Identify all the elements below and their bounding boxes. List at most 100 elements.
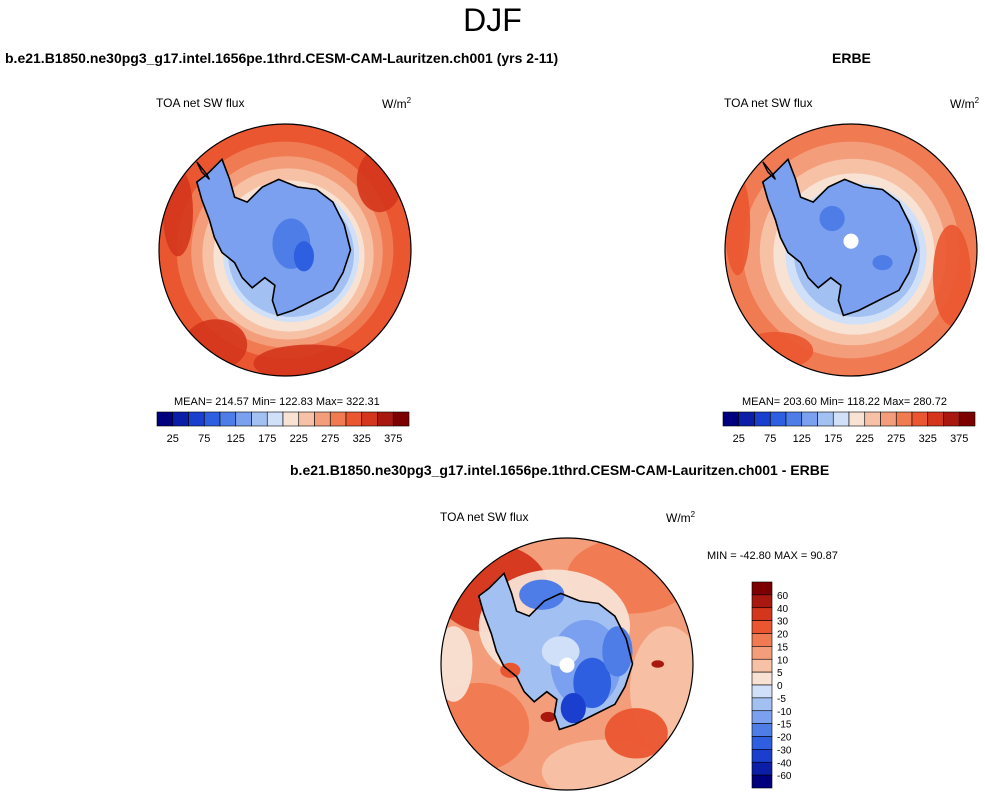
panel3-colorbar-tick-label: 0 bbox=[777, 681, 783, 692]
panel3-colorbar-bin-5 bbox=[751, 646, 773, 660]
panel1-colorbar-tick-label: 275 bbox=[321, 433, 339, 445]
panel2-colorbar-bin-4 bbox=[785, 411, 803, 427]
panel1-colorbar-bin-1 bbox=[172, 411, 189, 427]
panel2-colorbar-bin-2 bbox=[754, 411, 771, 427]
panel1-polar-map bbox=[158, 123, 412, 377]
panel3-colorbar-bin-13 bbox=[751, 749, 773, 763]
panel2-colorbar-tick-label: 325 bbox=[919, 433, 937, 445]
panel1-colorbar-tick-label: 225 bbox=[290, 433, 308, 445]
panel2-colorbar-bin-12 bbox=[911, 411, 929, 427]
panel2-polar-map bbox=[724, 123, 978, 377]
panel2-field bbox=[725, 124, 977, 376]
panel2-patch-1 bbox=[932, 224, 971, 326]
panel1-colorbar-bin-7 bbox=[266, 411, 284, 427]
diff-title: b.e21.B1850.ne30pg3_g17.intel.1656pe.1th… bbox=[290, 462, 830, 478]
panel1-colorbar-bin-13 bbox=[361, 411, 378, 427]
panel2-colorbar-bin-7 bbox=[832, 411, 850, 427]
panel1-colorbar-bin-6 bbox=[251, 411, 268, 427]
panel2-colorbar-bin-5 bbox=[801, 411, 818, 427]
panel1-patch-0 bbox=[162, 168, 194, 257]
panel2-colorbar-bin-9 bbox=[864, 411, 881, 427]
panel1-colorbar-bin-5 bbox=[235, 411, 252, 427]
panel1-colorbar-bin-12 bbox=[345, 411, 363, 427]
panel1-colorbar-tick-label: 125 bbox=[227, 433, 245, 445]
panel3-field bbox=[441, 538, 693, 790]
panel3-cold-3 bbox=[560, 692, 586, 724]
panel3-blob-7 bbox=[604, 708, 668, 759]
panel1-colorbar-tick-label: 375 bbox=[384, 433, 402, 445]
panel3-blob-4 bbox=[441, 682, 530, 772]
panel3-colorbar-tick-label: 40 bbox=[777, 604, 789, 615]
panel3-colorbar-bin-3 bbox=[751, 620, 773, 634]
panel2-colorbar-tick-label: 75 bbox=[764, 433, 776, 445]
panel2-title: ERBE bbox=[832, 50, 871, 66]
panel3-colorbar-bin-8 bbox=[751, 684, 773, 699]
panel3-cold-5 bbox=[602, 626, 633, 677]
panel2-colorbar-bin-15 bbox=[958, 411, 976, 427]
panel2-stats: MEAN= 203.60 Min= 118.22 Max= 280.72 bbox=[742, 396, 947, 408]
panel3-warm-2 bbox=[651, 660, 665, 668]
panel2-patch-0 bbox=[725, 174, 751, 276]
panel3-colorbar-tick-label: -20 bbox=[777, 733, 792, 744]
panel3-colorbar-bin-0 bbox=[751, 581, 773, 596]
page-title: DJF bbox=[463, 2, 522, 38]
panel3-colorbar-bin-9 bbox=[751, 697, 773, 712]
panel1-inner-1 bbox=[293, 241, 314, 272]
panel1-colorbar-tick-label: 175 bbox=[258, 433, 276, 445]
panel2-colorbar-bin-11 bbox=[895, 411, 913, 427]
panel2-colorbar-bin-10 bbox=[880, 411, 897, 427]
panel1-patch-1 bbox=[356, 149, 403, 213]
panel3-colorbar-bin-14 bbox=[751, 761, 773, 776]
panel3-cold-2 bbox=[573, 657, 612, 709]
panel1-colorbar-bin-8 bbox=[282, 411, 300, 427]
panel2-colorbar-tick-label: 275 bbox=[887, 433, 905, 445]
panel3-colorbar-bin-2 bbox=[751, 607, 773, 621]
panel1-colorbar-bin-14 bbox=[377, 411, 394, 427]
panel1-colorbar-bin-11 bbox=[329, 411, 347, 427]
panel2-inner-0 bbox=[819, 205, 845, 232]
panel3-missing-data bbox=[559, 657, 575, 673]
panel1-patch-2 bbox=[253, 344, 367, 376]
panel2-variable-label: TOA net SW flux bbox=[724, 96, 813, 110]
panel3-colorbar-bin-10 bbox=[751, 710, 773, 724]
panel2-peninsula bbox=[762, 161, 777, 180]
panel1-patch-3 bbox=[184, 319, 248, 370]
panel3-colorbar-tick-label: -30 bbox=[777, 745, 792, 756]
panel1-variable-label: TOA net SW flux bbox=[156, 96, 245, 110]
panel3-units-label: W/m2 bbox=[666, 510, 696, 525]
panel2-missing-data bbox=[843, 233, 859, 249]
panel1-colorbar-bin-9 bbox=[298, 411, 315, 427]
panel3-cold-0 bbox=[519, 579, 565, 610]
panel1-colorbar-tick-label: 75 bbox=[198, 433, 210, 445]
panel2-colorbar-bin-8 bbox=[848, 411, 866, 427]
panel3-colorbar-tick-label: 30 bbox=[777, 617, 789, 628]
panel2-colorbar-tick-label: 125 bbox=[793, 433, 811, 445]
panel1-map-border bbox=[158, 123, 412, 377]
panel1-field bbox=[159, 124, 411, 376]
panel1-stats: MEAN= 214.57 Min= 122.83 Max= 322.31 bbox=[174, 396, 380, 408]
panel3-colorbar-tick-label: -10 bbox=[777, 707, 792, 718]
panel3-colorbar-tick-label: 20 bbox=[777, 630, 789, 641]
panel2-colorbar: 25 75 125 175 225 275 325 375 bbox=[722, 411, 976, 445]
panel2-colorbar-tick-label: 25 bbox=[733, 433, 745, 445]
panel1-units-label: W/m2 bbox=[382, 96, 412, 111]
panel3-variable-label: TOA net SW flux bbox=[440, 510, 529, 524]
panel1-colorbar-bin-0 bbox=[156, 411, 174, 427]
panel3-colorbar-tick-label: 10 bbox=[777, 655, 789, 666]
panel3-map-border bbox=[440, 537, 694, 791]
panel3-polar-map bbox=[440, 537, 694, 791]
panel3-colorbar-bin-11 bbox=[751, 723, 773, 737]
panel3-colorbar-tick-label: 15 bbox=[777, 642, 789, 653]
panel1-colorbar-bin-15 bbox=[392, 411, 410, 427]
panel1-title: b.e21.B1850.ne30pg3_g17.intel.1656pe.1th… bbox=[5, 50, 559, 66]
panel3-colorbar-bin-15 bbox=[751, 774, 773, 789]
panel3-stats: MIN = -42.80 MAX = 90.87 bbox=[707, 550, 838, 562]
panel3-colorbar-tick-label: -15 bbox=[777, 720, 792, 731]
panel2-colorbar-tick-label: 225 bbox=[856, 433, 874, 445]
panel3-colorbar-tick-label: 60 bbox=[777, 591, 789, 602]
panel1-colorbar-tick-label: 25 bbox=[167, 433, 179, 445]
panel3-warm-0 bbox=[540, 711, 556, 722]
panel1-peninsula bbox=[196, 161, 211, 180]
panel3-blob-6 bbox=[441, 626, 473, 702]
